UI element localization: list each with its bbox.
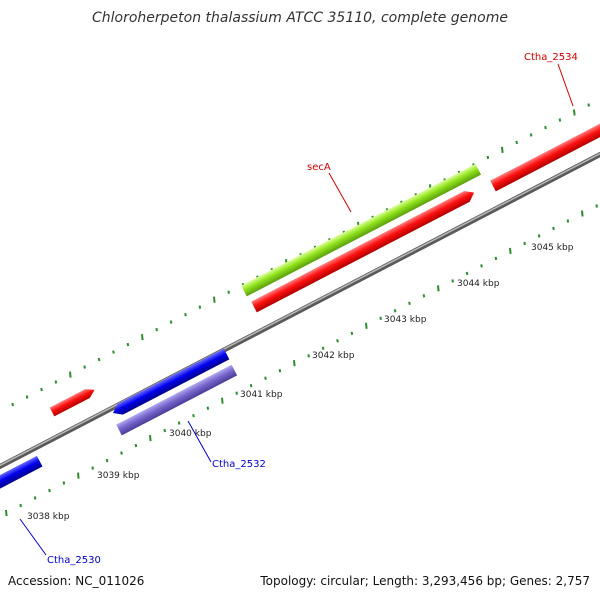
scale-label: 3044 kbp: [457, 279, 500, 289]
lower-tick-track: [5, 204, 598, 517]
ctha2530-gene-bar: [0, 455, 43, 493]
scale-label: 3039 kbp: [97, 471, 140, 481]
major-tick-mark: [581, 210, 584, 217]
major-tick-mark: [5, 509, 8, 517]
ctha2534-gene-bar: [490, 116, 600, 192]
minor-tick-mark: [206, 406, 210, 410]
minor-tick-mark: [278, 369, 282, 373]
genome-backbone: [0, 151, 600, 470]
map-title: Chloroherpeton thalassium ATCC 35110, co…: [92, 10, 508, 26]
minor-tick-mark: [120, 451, 123, 455]
major-tick-mark: [573, 109, 576, 116]
minor-tick-mark: [422, 294, 426, 298]
major-tick-mark: [69, 371, 72, 378]
gene-features: [0, 116, 600, 493]
minor-tick-mark: [523, 241, 526, 246]
minor-tick-mark: [169, 320, 173, 324]
label-leader-lines: [19, 63, 574, 556]
minor-tick-mark: [48, 488, 51, 493]
minor-tick-mark: [552, 226, 555, 231]
gene-labels: secA Ctha_2534 Ctha_2532 Ctha_2530: [47, 52, 578, 566]
minor-tick-mark: [494, 256, 498, 261]
minor-tick-mark: [177, 421, 181, 425]
major-tick-mark: [437, 285, 440, 292]
minor-tick-mark: [112, 350, 115, 354]
minor-tick-mark: [249, 384, 253, 388]
major-tick-mark: [213, 296, 216, 303]
minor-tick-mark: [227, 290, 230, 294]
major-tick-mark: [509, 247, 512, 254]
minor-tick-mark: [451, 279, 454, 283]
forward-gene-arrow: [49, 389, 95, 417]
minor-tick-mark: [379, 316, 382, 320]
minor-tick-mark: [198, 305, 202, 309]
reverse-gene-arrow: [113, 348, 230, 415]
minor-tick-mark: [192, 414, 195, 418]
gene-label-ctha2534: Ctha_2534: [524, 52, 578, 63]
minor-tick-mark: [480, 264, 483, 268]
minor-tick-mark: [54, 380, 58, 384]
major-tick-mark: [293, 360, 296, 367]
minor-tick-mark: [19, 503, 22, 508]
minor-tick-mark: [307, 354, 310, 358]
scale-label: 3045 kbp: [531, 243, 574, 253]
major-tick-mark: [501, 146, 504, 153]
minor-tick-mark: [184, 313, 187, 317]
minor-tick-mark: [91, 466, 94, 470]
minor-tick-mark: [465, 271, 469, 276]
minor-tick-mark: [566, 219, 570, 223]
minor-tick-mark: [321, 346, 325, 350]
accession-text: Accession: NC_011026: [8, 574, 145, 588]
major-tick-mark: [149, 435, 152, 442]
major-tick-mark: [365, 322, 368, 329]
minor-tick-mark: [587, 103, 590, 107]
scale-labels: 3038 kbp 3039 kbp 3040 kbp 3041 kbp 3042…: [27, 243, 574, 522]
major-tick-mark: [221, 397, 224, 404]
gene-label-seca: secA: [307, 162, 331, 173]
genome-summary-text: Topology: circular; Length: 3,293,456 bp…: [260, 574, 590, 588]
scale-label: 3038 kbp: [27, 512, 70, 522]
minor-tick-mark: [558, 118, 562, 122]
gene-label-ctha2530: Ctha_2530: [47, 555, 101, 566]
minor-tick-mark: [537, 234, 541, 238]
scale-label: 3042 kbp: [312, 351, 355, 361]
gene-label-ctha2532: Ctha_2532: [212, 459, 266, 470]
minor-tick-mark: [105, 458, 109, 463]
ctha2532-gene-bar: [116, 364, 238, 436]
minor-tick-mark: [155, 327, 158, 332]
minor-tick-mark: [515, 140, 518, 145]
minor-tick-mark: [350, 331, 354, 335]
minor-tick-mark: [408, 301, 411, 305]
minor-tick-mark: [544, 125, 547, 130]
scale-label: 3041 kbp: [240, 390, 283, 400]
minor-tick-mark: [11, 402, 14, 407]
minor-tick-mark: [40, 387, 43, 392]
minor-tick-mark: [25, 395, 29, 399]
minor-tick-mark: [486, 155, 490, 160]
minor-tick-mark: [529, 133, 533, 137]
minor-tick-mark: [134, 443, 138, 448]
minor-tick-mark: [235, 391, 238, 395]
minor-tick-mark: [126, 342, 130, 347]
scale-label: 3043 kbp: [384, 315, 427, 325]
rna-gene-bar: [241, 163, 482, 297]
major-tick-mark: [141, 334, 144, 341]
minor-tick-mark: [393, 309, 397, 313]
major-tick-mark: [77, 472, 80, 479]
seca-gene-arrow: [251, 191, 475, 313]
minor-tick-mark: [264, 376, 267, 380]
minor-tick-mark: [163, 428, 166, 433]
minor-tick-mark: [62, 481, 66, 485]
minor-tick-mark: [595, 204, 598, 208]
minor-tick-mark: [33, 496, 37, 500]
minor-tick-mark: [83, 365, 86, 369]
scale-label: 3040 kbp: [169, 429, 212, 439]
minor-tick-mark: [97, 357, 101, 362]
minor-tick-mark: [336, 339, 339, 343]
